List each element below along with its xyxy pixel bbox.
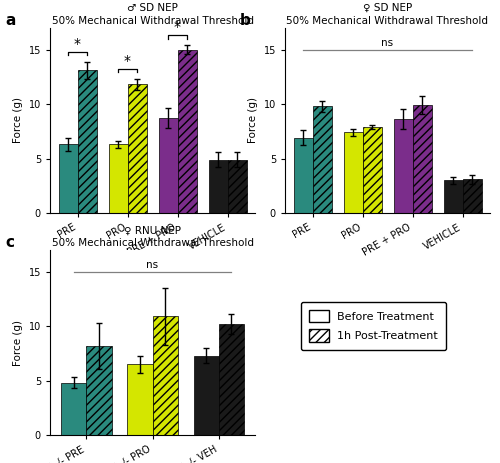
Bar [86, 346, 112, 435]
Text: ns: ns [146, 260, 158, 270]
Bar [218, 324, 244, 435]
Bar [108, 144, 128, 213]
Bar [152, 317, 178, 435]
Bar [128, 364, 152, 435]
Title: ♀ RNU NEP
50% Mechanical Withdrawal Threshold: ♀ RNU NEP 50% Mechanical Withdrawal Thre… [52, 225, 254, 248]
Bar [178, 50, 197, 213]
Bar [208, 160, 228, 213]
Bar [362, 127, 382, 213]
Bar [58, 144, 78, 213]
Legend: Before Treatment, 1h Post-Treatment: Before Treatment, 1h Post-Treatment [301, 302, 446, 350]
Title: ♂ SD NEP
50% Mechanical Withdrawal Threshold: ♂ SD NEP 50% Mechanical Withdrawal Thres… [52, 3, 254, 25]
Bar [312, 106, 332, 213]
Bar [462, 179, 481, 213]
Text: *: * [74, 37, 81, 50]
Bar [294, 138, 312, 213]
Bar [194, 356, 218, 435]
Bar [158, 118, 178, 213]
Y-axis label: Force (g): Force (g) [13, 319, 23, 366]
Bar [394, 119, 412, 213]
Title: ♀ SD NEP
50% Mechanical Withdrawal Threshold: ♀ SD NEP 50% Mechanical Withdrawal Thres… [286, 3, 488, 25]
Bar [444, 180, 462, 213]
Y-axis label: Force (g): Force (g) [13, 97, 23, 144]
Bar [128, 84, 146, 213]
Bar [61, 383, 86, 435]
Text: b: b [240, 13, 251, 28]
Text: *: * [124, 54, 131, 68]
Text: *: * [174, 20, 181, 34]
Y-axis label: Force (g): Force (g) [248, 97, 258, 144]
Text: ns: ns [382, 38, 394, 48]
Bar [78, 70, 96, 213]
Bar [228, 160, 246, 213]
Bar [412, 105, 432, 213]
Bar [344, 132, 362, 213]
Text: a: a [5, 13, 15, 28]
Text: c: c [5, 235, 14, 250]
